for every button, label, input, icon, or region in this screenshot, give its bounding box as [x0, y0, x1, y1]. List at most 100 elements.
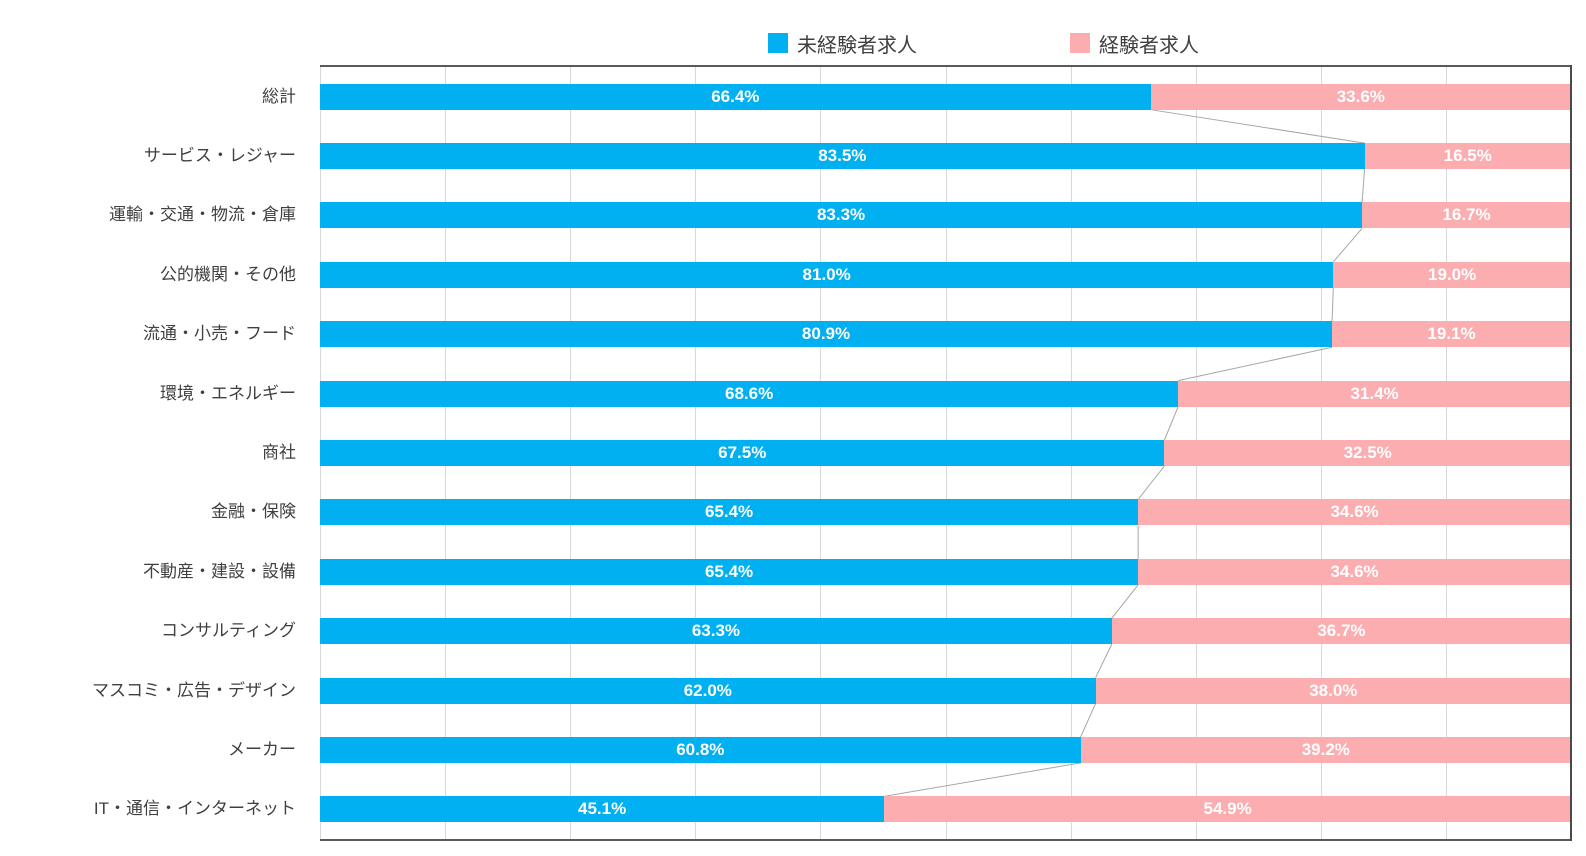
series-line	[1332, 228, 1363, 263]
bar-value-label: 67.5%	[718, 443, 767, 462]
category-label: 流通・小売・フード	[143, 324, 296, 344]
bar-row: 68.6% 31.4%	[320, 380, 1571, 407]
bar-value-label: 31.4%	[1350, 383, 1399, 403]
legend-item-inexperienced: 未経験者求人	[768, 31, 917, 57]
bar-value-label: 65.4%	[704, 561, 754, 581]
bar-value-label: 34.6%	[1330, 561, 1379, 581]
bar-row: 65.4% 34.6%	[320, 499, 1571, 526]
bar-segment-inexperienced: 65.4%	[320, 558, 1139, 585]
series-line	[1178, 346, 1333, 382]
legend-swatch-icon	[1070, 33, 1090, 53]
bar-segment-inexperienced: 80.9%	[320, 321, 1333, 348]
legend-swatch-icon	[768, 33, 788, 53]
bar-segment-inexperienced: 63.3%	[320, 618, 1112, 645]
bar-segment-experienced: 34.6%	[1138, 558, 1571, 585]
bar-segment-inexperienced: 66.4%	[320, 83, 1151, 110]
bar-segment-experienced: 38.0%	[1095, 677, 1571, 704]
bar-row: 81.0% 19.0%	[320, 261, 1571, 288]
bar-row: 62.0% 38.0%	[320, 677, 1571, 704]
series-line	[1111, 584, 1139, 619]
plot-border-right	[1570, 65, 1572, 841]
bar-row: 67.5% 32.5%	[320, 440, 1571, 466]
bar-value-label: 16.7%	[1442, 205, 1491, 225]
bar-value-label: 45.1%	[577, 799, 627, 819]
series-line	[1163, 406, 1179, 441]
bar-segment-inexperienced: 68.6%	[320, 380, 1179, 407]
category-label: メーカー	[228, 739, 296, 759]
category-label: 公的機関・その他	[160, 264, 296, 284]
bar-value-label: 39.2%	[1301, 739, 1350, 759]
category-label: サービス・レジャー	[143, 146, 296, 166]
series-line	[1361, 169, 1366, 203]
bar-value-label: 62.0%	[683, 680, 732, 700]
category-label: 運輸・交通・物流・倉庫	[109, 205, 296, 225]
bar-segment-inexperienced: 60.8%	[320, 736, 1081, 763]
bar-value-label: 54.9%	[1203, 799, 1252, 819]
bar-value-label: 33.6%	[1336, 86, 1385, 106]
bar-segment-inexperienced: 62.0%	[320, 677, 1096, 704]
bar-value-label: 19.1%	[1427, 324, 1476, 344]
bar-value-label: 38.0%	[1309, 680, 1358, 700]
bar-value-label: 68.6%	[724, 383, 774, 403]
bar-segment-experienced: 16.7%	[1362, 202, 1571, 229]
bar-segment-experienced: 19.0%	[1333, 261, 1571, 288]
bar-segment-experienced: 31.4%	[1178, 380, 1571, 407]
bar-segment-inexperienced: 81.0%	[320, 261, 1334, 288]
bar-segment-experienced: 34.6%	[1138, 499, 1571, 526]
category-label: マスコミ・広告・デザイン	[92, 680, 296, 700]
plot-border-top	[320, 65, 1571, 67]
legend-item-experienced: 経験者求人	[1070, 31, 1199, 57]
bar-row: 83.5% 16.5%	[320, 143, 1571, 170]
bar-segment-experienced: 36.7%	[1111, 618, 1571, 645]
category-label: 環境・エネルギー	[160, 383, 296, 403]
series-line	[1080, 703, 1097, 738]
bar-value-label: 83.5%	[818, 146, 867, 166]
bar-value-label: 83.3%	[816, 205, 866, 225]
bar-value-label: 66.4%	[711, 86, 760, 106]
plot-border-bottom	[320, 839, 1571, 841]
bar-segment-experienced: 16.5%	[1364, 143, 1571, 170]
bar-segment-inexperienced: 83.3%	[320, 202, 1363, 229]
bar-segment-experienced: 32.5%	[1164, 440, 1571, 466]
legend-label: 未経験者求人	[797, 34, 917, 57]
bar-value-label: 16.5%	[1443, 146, 1492, 166]
bar-row: 63.3% 36.7%	[320, 618, 1571, 645]
bar-value-label: 65.4%	[704, 502, 754, 522]
series-line	[1150, 109, 1365, 144]
category-label: 不動産・建設・設備	[143, 561, 296, 581]
bar-value-label: 60.8%	[676, 739, 725, 759]
bar-value-label: 63.3%	[691, 621, 741, 641]
bar-row: 65.4% 34.6%	[320, 558, 1571, 585]
category-label: コンサルティング	[161, 621, 296, 641]
category-label: 商社	[262, 443, 296, 462]
category-label: 金融・保険	[211, 502, 296, 522]
series-line	[1095, 643, 1113, 678]
bar-value-label: 19.0%	[1428, 264, 1477, 284]
plot-area: 66.4% 33.6% 83.5% 16.5% 83.3% 16.7% 81.0% 19.0%…	[320, 65, 1572, 841]
bar-row: 80.9% 19.1%	[320, 321, 1571, 348]
series-line	[1137, 465, 1165, 500]
legend-label: 経験者求人	[1099, 34, 1199, 57]
bar-segment-experienced: 54.9%	[884, 796, 1571, 823]
bar-row: 45.1% 54.9%	[320, 796, 1571, 823]
bar-segment-experienced: 19.1%	[1332, 321, 1571, 348]
bar-value-label: 32.5%	[1343, 443, 1392, 462]
category-label: IT・通信・インターネット	[93, 799, 296, 819]
bar-segment-inexperienced: 65.4%	[320, 499, 1139, 526]
bar-value-label: 81.0%	[802, 264, 851, 284]
bar-segment-experienced: 39.2%	[1080, 736, 1571, 763]
series-line	[1331, 287, 1334, 322]
bar-row: 66.4% 33.6%	[320, 83, 1571, 110]
bar-value-label: 80.9%	[801, 324, 851, 344]
category-label: 総計	[262, 86, 296, 106]
bar-segment-inexperienced: 83.5%	[320, 143, 1365, 170]
bar-value-label: 36.7%	[1317, 621, 1366, 641]
bar-row: 83.3% 16.7%	[320, 202, 1571, 229]
bar-segment-inexperienced: 67.5%	[320, 440, 1165, 466]
bar-segment-experienced: 33.6%	[1150, 83, 1571, 110]
bar-row: 60.8% 39.2%	[320, 736, 1571, 763]
bar-value-label: 34.6%	[1330, 502, 1379, 522]
series-line	[884, 762, 1081, 797]
bar-segment-inexperienced: 45.1%	[320, 796, 885, 823]
